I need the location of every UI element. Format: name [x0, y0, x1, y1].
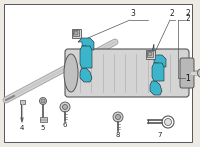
Text: 1: 1 [186, 74, 190, 82]
Text: 3: 3 [131, 9, 135, 18]
Polygon shape [78, 38, 94, 50]
Text: 4: 4 [20, 125, 24, 131]
Ellipse shape [64, 54, 78, 92]
Circle shape [162, 116, 174, 128]
Polygon shape [152, 63, 164, 81]
FancyBboxPatch shape [146, 50, 154, 59]
Circle shape [113, 112, 123, 122]
FancyBboxPatch shape [40, 117, 46, 122]
Circle shape [41, 99, 45, 103]
Circle shape [198, 69, 200, 77]
Text: 2: 2 [186, 14, 190, 22]
Polygon shape [150, 81, 162, 95]
Circle shape [62, 105, 68, 110]
Text: 2: 2 [186, 9, 190, 18]
FancyBboxPatch shape [20, 100, 24, 104]
Text: 5: 5 [41, 125, 45, 131]
Circle shape [116, 115, 120, 120]
FancyBboxPatch shape [180, 58, 194, 88]
Circle shape [148, 52, 152, 56]
Polygon shape [80, 46, 92, 68]
Circle shape [40, 97, 46, 105]
FancyBboxPatch shape [72, 29, 80, 37]
Polygon shape [150, 44, 166, 67]
Text: 2: 2 [170, 9, 174, 18]
Circle shape [60, 102, 70, 112]
Circle shape [74, 31, 78, 35]
Text: 1: 1 [186, 74, 190, 82]
Circle shape [164, 118, 172, 126]
Text: 6: 6 [63, 122, 67, 128]
Polygon shape [80, 68, 92, 82]
FancyBboxPatch shape [65, 49, 189, 97]
FancyBboxPatch shape [73, 30, 79, 36]
FancyBboxPatch shape [147, 51, 153, 57]
Text: 8: 8 [116, 132, 120, 138]
Text: 7: 7 [158, 132, 162, 138]
